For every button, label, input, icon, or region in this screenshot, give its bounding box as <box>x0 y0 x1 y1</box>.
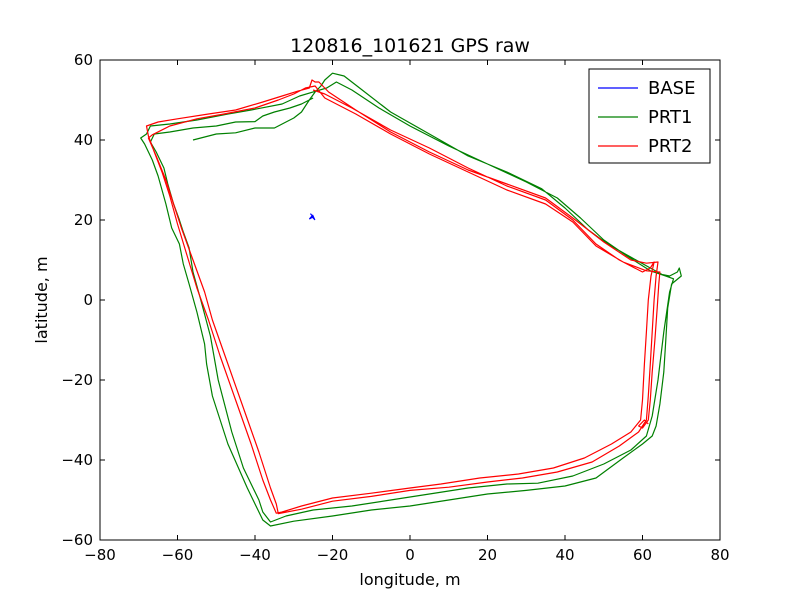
chart-title: 120816_101621 GPS raw <box>290 35 530 57</box>
series-line-prt2 <box>145 79 661 515</box>
x-tick-label: 60 <box>633 546 652 564</box>
legend-label-prt2: PRT2 <box>648 136 693 157</box>
legend: BASE PRT1 PRT2 <box>588 68 711 164</box>
series-layer <box>140 72 682 527</box>
y-axis-label: latitude, m <box>32 256 51 343</box>
y-tick-label: −60 <box>61 531 93 549</box>
y-tick-label: 20 <box>74 211 93 229</box>
x-tick-label: 20 <box>478 546 497 564</box>
series-line-base <box>309 213 316 221</box>
series-line-prt1 <box>140 72 682 527</box>
y-tick-label: −40 <box>61 451 93 469</box>
x-tick-label: 40 <box>555 546 574 564</box>
x-axis-label: longitude, m <box>359 570 460 589</box>
legend-label-prt1: PRT1 <box>648 107 693 128</box>
legend-label-base: BASE <box>648 78 695 99</box>
y-tick-label: −20 <box>61 371 93 389</box>
x-tick-label: −80 <box>84 546 116 564</box>
plot-frame <box>99 59 721 541</box>
x-tick-label: 0 <box>405 546 415 564</box>
x-tick-label: −60 <box>162 546 194 564</box>
y-tick-label: 60 <box>74 51 93 69</box>
y-tick-label: 40 <box>74 131 93 149</box>
x-tick-label: −40 <box>239 546 271 564</box>
legend-box <box>588 68 711 164</box>
x-tick-label: 80 <box>710 546 729 564</box>
y-tick-label: 0 <box>83 291 93 309</box>
x-tick-label: −20 <box>317 546 349 564</box>
